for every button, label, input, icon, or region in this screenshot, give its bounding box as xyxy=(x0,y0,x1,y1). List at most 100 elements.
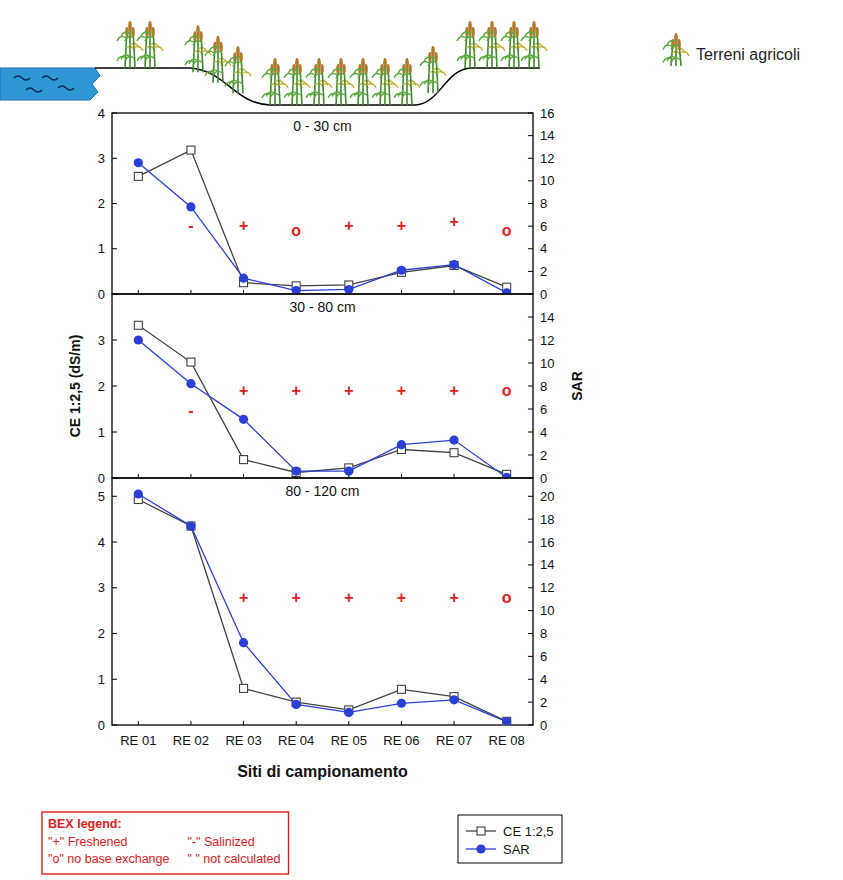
bex-legend-title: BEX legend: xyxy=(48,817,122,831)
panel-title: 30 - 80 cm xyxy=(289,299,355,315)
leaf xyxy=(538,47,547,51)
leaf xyxy=(505,32,514,36)
y2-tick-label: 6 xyxy=(540,219,547,234)
y-tick-label: 2 xyxy=(98,196,105,211)
y2-tick-label: 4 xyxy=(540,241,547,256)
y2-tick-label: 14 xyxy=(540,310,554,325)
y-tick xyxy=(112,113,117,114)
y2-tick-label: 8 xyxy=(540,379,547,394)
leaf xyxy=(402,74,411,78)
tassel xyxy=(199,31,203,41)
bex-symbol: + xyxy=(397,589,406,606)
leaf xyxy=(345,84,354,88)
x-tick xyxy=(296,721,297,725)
leaf xyxy=(671,58,680,62)
data-point xyxy=(449,695,458,704)
plant-icon xyxy=(420,46,446,93)
data-point xyxy=(503,717,511,725)
y2-tick-label: 4 xyxy=(540,672,547,687)
panel: RE 01RE 02RE 03RE 04RE 05RE 06RE 07RE 08… xyxy=(98,478,555,780)
data-point xyxy=(240,456,248,464)
y-tick-label: 4 xyxy=(98,535,105,550)
y2-tick xyxy=(528,587,533,588)
wave xyxy=(14,76,30,80)
tassel xyxy=(471,27,475,37)
tassel xyxy=(361,58,365,68)
y2-tick xyxy=(528,564,533,565)
leaf xyxy=(154,47,163,51)
plant-icon xyxy=(225,46,251,93)
y2-tick xyxy=(528,725,533,726)
tassel xyxy=(431,46,435,56)
y-tick xyxy=(112,203,117,204)
page: Terreni agricoli012340246810121416-+o+++… xyxy=(0,0,843,880)
leaf xyxy=(525,32,534,36)
y2-tick xyxy=(528,656,533,657)
bex-symbol: + xyxy=(239,382,248,399)
x-axis-title: Siti di campionamento xyxy=(237,763,408,780)
series-line xyxy=(138,325,506,474)
tassel xyxy=(236,46,240,56)
tassel xyxy=(386,64,390,74)
y-tick-label: 3 xyxy=(98,333,105,348)
data-point xyxy=(397,440,406,449)
leaf xyxy=(376,69,385,73)
leaf xyxy=(474,47,483,51)
y2-tick xyxy=(528,158,533,159)
tassel xyxy=(216,36,220,46)
bex-symbol: + xyxy=(397,217,406,234)
y2-tick xyxy=(528,113,533,114)
y2-tick-label: 10 xyxy=(540,603,554,618)
panel-title: 0 - 30 cm xyxy=(293,118,351,134)
y2-tick-label: 14 xyxy=(540,128,554,143)
y2-tick-label: 12 xyxy=(540,580,554,595)
y2-tick xyxy=(528,386,533,387)
tassel xyxy=(276,64,280,74)
leaf xyxy=(233,82,242,86)
plant-icon xyxy=(394,58,420,105)
y-tick-label: 2 xyxy=(98,626,105,641)
leaf xyxy=(332,69,341,73)
series-line xyxy=(138,340,506,477)
leaf xyxy=(233,62,242,66)
y-tick-label: 2 xyxy=(98,379,105,394)
leaf xyxy=(402,94,411,98)
leaf xyxy=(288,69,297,73)
y2-tick-label: 16 xyxy=(540,535,554,550)
bex-symbol: o xyxy=(502,222,512,239)
y2-tick xyxy=(528,317,533,318)
series-group xyxy=(134,146,512,294)
leaf xyxy=(529,57,538,61)
data-point xyxy=(397,266,406,275)
tassel xyxy=(532,21,536,31)
tassel xyxy=(219,42,223,52)
y2-tick-label: 2 xyxy=(540,264,547,279)
tassel xyxy=(131,27,135,37)
legend-label: SAR xyxy=(503,842,530,857)
x-tick-label: RE 06 xyxy=(383,733,419,748)
y2-tick xyxy=(528,633,533,634)
y-tick xyxy=(112,248,117,249)
leaf xyxy=(242,72,251,76)
leaf xyxy=(680,52,689,56)
bex-symbol: + xyxy=(344,589,353,606)
leaf xyxy=(496,47,505,51)
y2-tick xyxy=(528,363,533,364)
tassel xyxy=(196,25,200,35)
tassel xyxy=(148,21,152,31)
series-line xyxy=(138,494,506,722)
plant-icon xyxy=(521,21,547,68)
illustration xyxy=(0,21,547,105)
leaf xyxy=(411,84,420,88)
data-point xyxy=(186,379,195,388)
y-axis-title: CE 1:2,5 (dS/m) xyxy=(67,335,83,438)
y-tick xyxy=(112,542,117,543)
x-tick xyxy=(454,721,455,725)
ground-line xyxy=(95,68,540,105)
plot-frame xyxy=(112,478,533,725)
leaf xyxy=(193,41,202,45)
bex-symbol: + xyxy=(449,382,458,399)
x-tick xyxy=(243,721,244,725)
bex-symbol: o xyxy=(502,382,512,399)
plant-icon xyxy=(501,21,527,68)
